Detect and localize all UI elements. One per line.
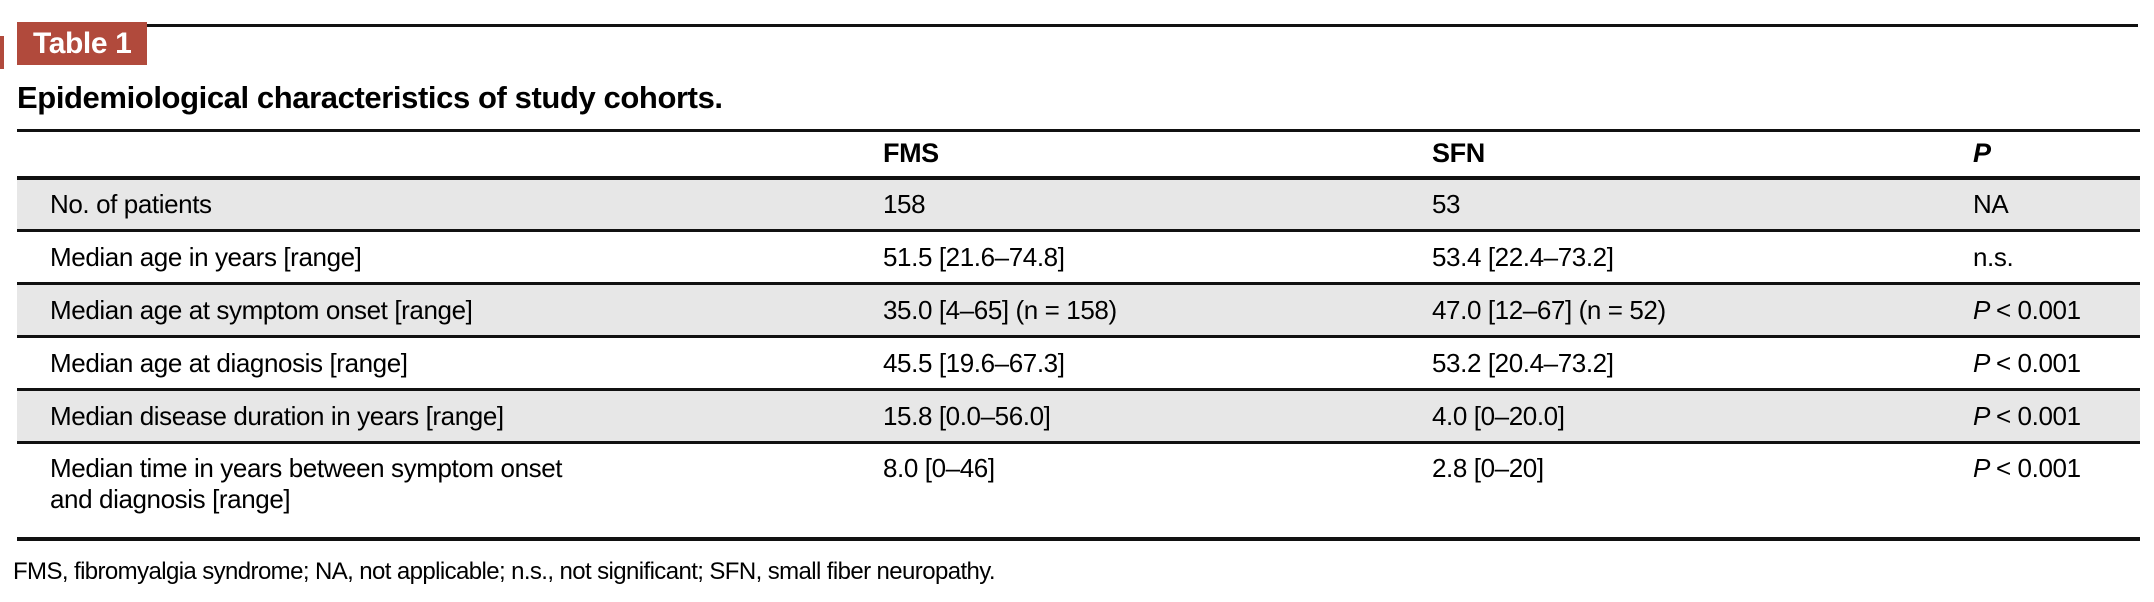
col-header-p: P <box>1973 138 1991 169</box>
table-row: Median time in years between symptom ons… <box>17 443 2140 539</box>
top-rule-divider <box>17 24 2138 27</box>
table-row: No. of patients 158 53 NA <box>17 177 2140 231</box>
p-symbol: P <box>1973 294 1990 325</box>
table-row: Median age in years [range] 51.5 [21.6–7… <box>17 231 2140 284</box>
row-label: Median age in years [range] <box>50 241 362 272</box>
row-label: Median time in years between symptom ons… <box>50 453 563 514</box>
table-row: Median age at diagnosis [range] 45.5 [19… <box>17 337 2140 390</box>
p-text: NA <box>1973 188 2009 219</box>
p-text: n.s. <box>1973 241 2014 272</box>
fms-value: 35.0 [4–65] (n = 158) <box>883 294 1117 325</box>
p-value: P < 0.001 <box>1973 337 2140 390</box>
p-text: < 0.001 <box>1995 294 2081 325</box>
p-value: NA <box>1973 178 2140 231</box>
row-label: Median disease duration in years [range] <box>50 400 504 431</box>
sfn-value: 47.0 [12–67] (n = 52) <box>1432 294 1666 325</box>
fms-value: 158 <box>883 188 926 219</box>
p-symbol: P <box>1973 400 1990 431</box>
table-row: Median disease duration in years [range]… <box>17 389 2140 443</box>
fms-value: 8.0 [0–46] <box>883 453 995 483</box>
row-label: No. of patients <box>50 188 212 219</box>
p-text: < 0.001 <box>1995 453 2081 483</box>
sfn-value: 2.8 [0–20] <box>1432 453 1544 483</box>
sfn-value: 53.4 [22.4–73.2] <box>1432 241 1614 272</box>
p-value: n.s. <box>1973 231 2140 284</box>
row-label: Median age at diagnosis [range] <box>50 347 408 378</box>
sfn-value: 53.2 [20.4–73.2] <box>1432 347 1614 378</box>
col-header-sfn: SFN <box>1432 138 1485 169</box>
table-number-badge: Table 1 <box>17 22 148 65</box>
p-value: P < 0.001 <box>1973 284 2140 337</box>
p-text: < 0.001 <box>1995 347 2081 378</box>
sfn-value: 53 <box>1432 188 1461 219</box>
table-footnote: FMS, fibromyalgia syndrome; NA, not appl… <box>13 558 996 585</box>
row-label: Median age at symptom onset [range] <box>50 294 473 325</box>
p-value: P < 0.001 <box>1973 443 2140 539</box>
p-symbol: P <box>1973 347 1990 378</box>
p-text: < 0.001 <box>1995 400 2081 431</box>
epidemiology-table: FMS SFN P No. of patients 158 53 NA Medi… <box>17 129 2140 541</box>
fms-value: 15.8 [0.0–56.0] <box>883 400 1051 431</box>
header-row: FMS SFN P <box>17 131 2140 178</box>
fms-value: 45.5 [19.6–67.3] <box>883 347 1065 378</box>
page-edge-accent <box>0 36 4 69</box>
col-header-fms: FMS <box>883 138 939 169</box>
sfn-value: 4.0 [0–20.0] <box>1432 400 1565 431</box>
p-symbol: P <box>1973 453 1990 483</box>
p-value: P < 0.001 <box>1973 390 2140 443</box>
table-title: Epidemiological characteristics of study… <box>17 80 723 115</box>
table-row: Median age at symptom onset [range] 35.0… <box>17 283 2140 337</box>
fms-value: 51.5 [21.6–74.8] <box>883 241 1065 272</box>
col-header-empty <box>17 131 883 178</box>
